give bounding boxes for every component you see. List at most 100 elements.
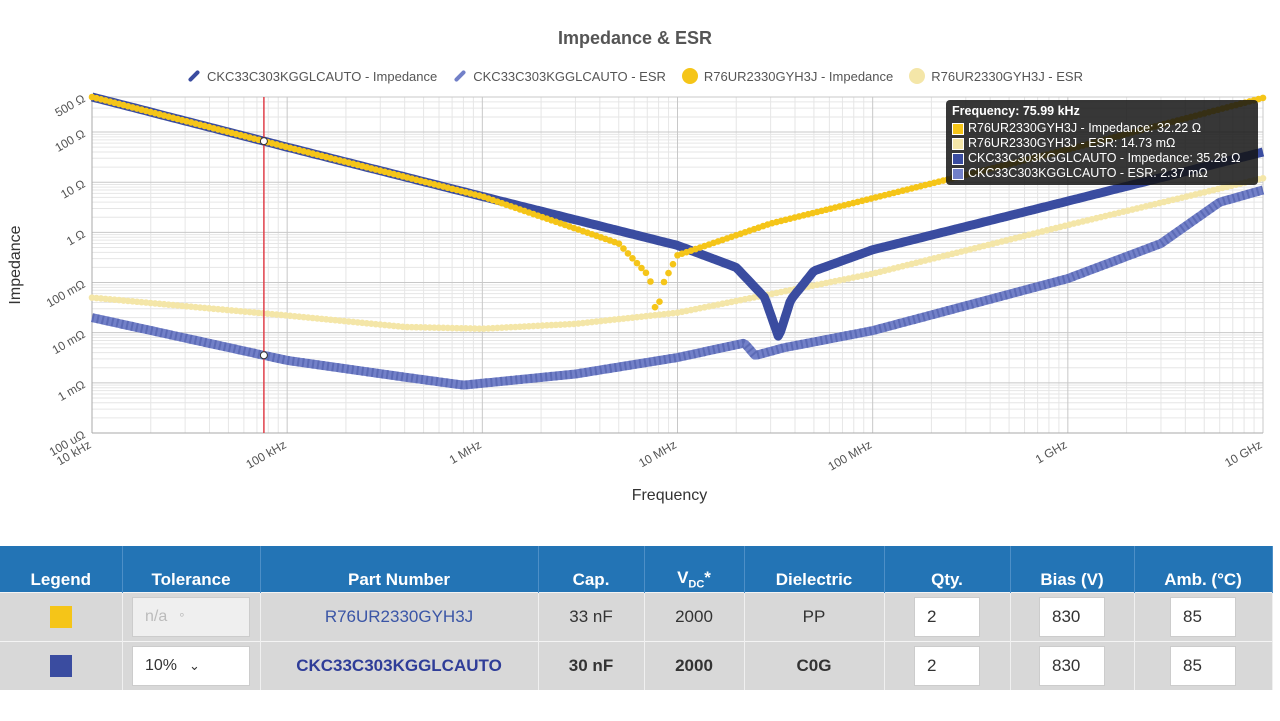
- series-point: [1259, 174, 1267, 182]
- legend-cell: [0, 592, 123, 642]
- chart-legend: CKC33C303KGGLCAUTO - Impedance CKC33C303…: [0, 68, 1270, 84]
- series-point: [651, 303, 659, 311]
- x-tick-label: 10 MHz: [636, 437, 679, 470]
- y-tick-label: 1 mΩ: [55, 377, 87, 404]
- legend-label: CKC33C303KGGLCAUTO - Impedance: [207, 68, 438, 84]
- header-cap: Cap.: [538, 546, 645, 593]
- tolerance-select: n/a °: [132, 597, 250, 637]
- qty-cell: [884, 641, 1011, 690]
- series-point: [620, 245, 627, 252]
- chart-tooltip: Frequency: 75.99 kHz R76UR2330GYH3J - Im…: [946, 100, 1258, 185]
- tooltip-row-text: CKC33C303KGGLCAUTO - Impedance: 35.28 Ω: [968, 151, 1241, 165]
- amb-input[interactable]: [1170, 646, 1236, 686]
- bias-input[interactable]: [1039, 646, 1105, 686]
- header-legend: Legend: [0, 546, 123, 593]
- tooltip-row: R76UR2330GYH3J - ESR: 14.73 mΩ: [952, 136, 1252, 151]
- header-qty: Qty.: [884, 546, 1011, 593]
- amb-cell: [1134, 641, 1273, 690]
- qty-input[interactable]: [914, 646, 980, 686]
- series-line-texture: [89, 185, 1266, 390]
- series-point: [1259, 94, 1267, 102]
- x-tick-label: 10 GHz: [1222, 437, 1264, 469]
- series-point: [656, 298, 663, 306]
- qty-input[interactable]: [914, 597, 980, 637]
- cursor-marker: [259, 351, 268, 360]
- header-dielectric: Dielectric: [744, 546, 885, 593]
- tolerance-indicator-icon: °: [179, 609, 185, 625]
- dot-marker-icon: [681, 68, 698, 84]
- table-header-row: Legend Tolerance Part Number Cap. VDC* D…: [0, 546, 1273, 593]
- vdc-value: 2000: [644, 592, 745, 642]
- cap-value: 33 nF: [538, 592, 645, 642]
- series-swatch: [952, 167, 964, 180]
- series-point: [665, 269, 672, 277]
- part-number-link[interactable]: R76UR2330GYH3J: [260, 592, 539, 642]
- legend-label: CKC33C303KGGLCAUTO - ESR: [473, 68, 666, 84]
- legend-label: R76UR2330GYH3J - Impedance: [703, 68, 894, 84]
- header-amb: Amb. (°C): [1134, 546, 1273, 593]
- vdc-main: V: [677, 567, 689, 587]
- series-point: [647, 278, 654, 285]
- tooltip-row: CKC33C303KGGLCAUTO - ESR: 2.37 mΩ: [952, 166, 1252, 181]
- y-tick-label: 500 Ω: [53, 91, 88, 119]
- bias-cell: [1010, 641, 1135, 690]
- tolerance-select[interactable]: 10% ⌄: [132, 646, 250, 686]
- tooltip-row-text: R76UR2330GYH3J - ESR: 14.73 mΩ: [968, 136, 1176, 150]
- header-tolerance: Tolerance: [122, 546, 261, 593]
- tooltip-row: CKC33C303KGGLCAUTO - Impedance: 35.28 Ω: [952, 151, 1252, 166]
- series-point: [669, 260, 677, 268]
- header-part-number: Part Number: [260, 546, 539, 593]
- legend-cell: [0, 641, 123, 690]
- dot-marker-icon: [909, 68, 926, 84]
- x-tick-label: 100 kHz: [244, 437, 289, 471]
- table-row: n/a ° R76UR2330GYH3J 33 nF 2000 PP: [0, 592, 1273, 642]
- cap-value: 30 nF: [538, 641, 645, 690]
- legend-swatch: [49, 606, 72, 628]
- legend-item-ckc-esr[interactable]: CKC33C303KGGLCAUTO - ESR: [453, 68, 666, 84]
- tolerance-value: n/a: [145, 608, 168, 625]
- bias-cell: [1010, 592, 1135, 642]
- x-tick-label: 1 GHz: [1033, 437, 1069, 466]
- table-row: 10% ⌄ CKC33C303KGGLCAUTO 30 nF 2000 C0G: [0, 641, 1273, 690]
- x-tick-label: 1 MHz: [447, 437, 484, 466]
- tolerance-cell: n/a °: [122, 592, 261, 642]
- chevron-down-icon: ⌄: [189, 658, 200, 673]
- bias-input[interactable]: [1039, 597, 1105, 637]
- legend-item-r76-esr[interactable]: R76UR2330GYH3J - ESR: [909, 68, 1083, 84]
- header-bias: Bias (V): [1010, 546, 1135, 593]
- series-point: [615, 240, 623, 248]
- y-axis-label: Impedance: [7, 225, 24, 304]
- legend-label: R76UR2330GYH3J - ESR: [931, 68, 1083, 84]
- chart-title: Impedance & ESR: [557, 28, 713, 48]
- y-tick-label: 1 Ω: [64, 227, 87, 249]
- legend-item-ckc-impedance[interactable]: CKC33C303KGGLCAUTO - Impedance: [187, 68, 437, 84]
- x-axis-label: Frequency: [632, 487, 708, 504]
- vdc-star: *: [704, 567, 711, 587]
- tooltip-row-text: R76UR2330GYH3J - Impedance: 32.22 Ω: [968, 121, 1202, 135]
- y-tick-label: 100 mΩ: [44, 277, 88, 310]
- part-number-link[interactable]: CKC33C303KGGLCAUTO: [260, 641, 539, 690]
- series-point: [633, 259, 641, 267]
- x-tick-label: 100 MHz: [826, 437, 875, 473]
- amb-input[interactable]: [1170, 597, 1236, 637]
- tolerance-value: 10%: [145, 657, 178, 674]
- series-point: [624, 250, 632, 257]
- tooltip-row-text: CKC33C303KGGLCAUTO - ESR: 2.37 mΩ: [968, 166, 1208, 180]
- cursor-marker: [259, 137, 268, 146]
- legend-item-r76-impedance[interactable]: R76UR2330GYH3J - Impedance: [681, 68, 894, 84]
- vdc-sub: DC: [688, 578, 705, 590]
- parts-table: Legend Tolerance Part Number Cap. VDC* D…: [0, 546, 1273, 690]
- tooltip-row: R76UR2330GYH3J - Impedance: 32.22 Ω: [952, 121, 1252, 136]
- impedance-chart[interactable]: 10 kHz 100 kHz 1 MHz 10 MHz 100 MHz 1 GHz 10 G…: [0, 0, 1280, 540]
- series-point: [629, 254, 636, 262]
- dielectric-value: C0G: [744, 641, 885, 690]
- y-tick-label: 10 mΩ: [50, 327, 88, 357]
- y-tick-label: 10 Ω: [58, 177, 87, 202]
- y-tick-label: 100 Ω: [53, 127, 88, 155]
- vdc-value: 2000: [644, 641, 745, 690]
- tolerance-cell: 10% ⌄: [122, 641, 261, 690]
- header-vdc: VDC*: [644, 546, 745, 593]
- tooltip-title: Frequency: 75.99 kHz: [952, 104, 1080, 118]
- series-point: [660, 278, 668, 286]
- series-swatch: [952, 122, 964, 135]
